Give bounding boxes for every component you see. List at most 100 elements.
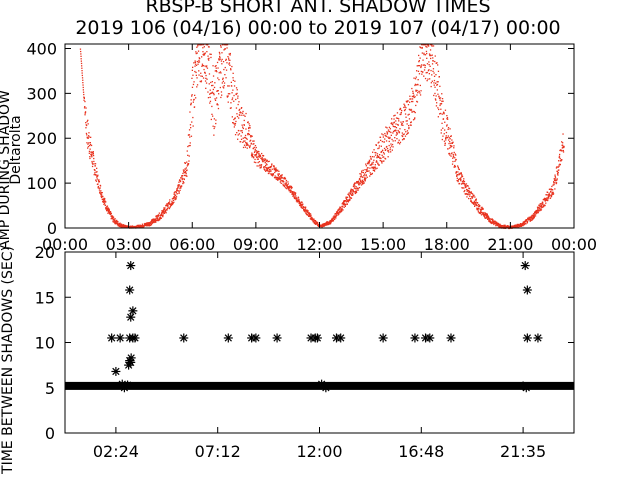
amplitude-point — [162, 213, 164, 215]
amplitude-point — [430, 54, 432, 57]
amplitude-point — [383, 160, 385, 162]
amplitude-point — [298, 200, 300, 203]
amplitude-point — [201, 56, 203, 58]
amplitude-point — [194, 63, 197, 65]
amplitude-point — [350, 190, 352, 193]
amplitude-point — [539, 207, 541, 209]
amplitude-point — [234, 134, 237, 136]
amplitude-point — [379, 154, 381, 156]
amplitude-point — [428, 53, 431, 55]
amplitude-point — [436, 83, 439, 86]
amplitude-point — [87, 123, 89, 125]
amplitude-point — [253, 140, 255, 142]
amplitude-point — [479, 205, 481, 207]
amplitude-point — [116, 220, 118, 222]
amplitude-point — [268, 160, 270, 162]
amplitude-point — [365, 174, 367, 176]
amplitude-point — [381, 140, 383, 143]
amplitude-point — [209, 100, 212, 102]
amplitude-point — [245, 142, 247, 144]
amplitude-point — [343, 206, 345, 208]
amplitude-point — [107, 210, 110, 213]
amplitude-point — [90, 136, 92, 138]
amplitude-point — [248, 133, 251, 136]
amplitude-point — [410, 124, 412, 126]
amplitude-point — [237, 95, 239, 97]
amplitude-point — [533, 216, 535, 218]
amplitude-point — [299, 202, 301, 204]
amplitude-point — [392, 130, 395, 133]
amplitude-point — [146, 223, 148, 226]
amplitude-point — [302, 206, 305, 208]
amplitude-point — [313, 219, 316, 222]
amplitude-point — [92, 152, 94, 154]
amplitude-point — [92, 151, 94, 153]
amplitude-point — [435, 95, 437, 97]
amplitude-point — [215, 119, 217, 121]
amplitude-point — [202, 47, 204, 49]
amplitude-point — [415, 89, 417, 91]
amplitude-point — [226, 62, 228, 64]
amplitude-point — [249, 146, 251, 149]
amplitude-point — [462, 187, 464, 189]
amplitude-point — [388, 130, 390, 133]
amplitude-point — [228, 85, 230, 87]
amplitude-point — [399, 113, 401, 116]
amplitude-point — [543, 205, 545, 208]
amplitude-point — [355, 188, 357, 190]
amplitude-point — [103, 203, 105, 205]
amplitude-point — [415, 76, 417, 78]
amplitude-point — [379, 136, 382, 138]
amplitude-point — [449, 135, 452, 138]
amplitude-point — [441, 100, 443, 102]
amplitude-point — [437, 93, 439, 95]
amplitude-point — [359, 179, 361, 181]
amplitude-point — [255, 150, 257, 152]
amplitude-point — [521, 225, 523, 227]
amplitude-point — [511, 225, 513, 227]
amplitude-point — [466, 196, 468, 198]
amplitude-point — [378, 155, 380, 158]
amplitude-point — [203, 46, 205, 48]
amplitude-point — [237, 97, 239, 99]
interval-point — [378, 333, 388, 343]
amplitude-point — [241, 130, 243, 132]
amplitude-point — [423, 69, 426, 71]
amplitude-point — [338, 210, 341, 212]
amplitude-point — [88, 152, 90, 154]
amplitude-point — [214, 82, 216, 84]
amplitude-point — [269, 170, 271, 172]
amplitude-point — [440, 112, 442, 115]
amplitude-point — [93, 169, 96, 171]
amplitude-point — [138, 224, 140, 227]
amplitude-point — [388, 140, 390, 143]
amplitude-point — [99, 185, 102, 187]
amplitude-point — [162, 216, 164, 218]
amplitude-point — [271, 163, 273, 165]
amplitude-point — [316, 223, 318, 225]
amplitude-point — [549, 195, 551, 197]
amplitude-point — [86, 124, 88, 127]
amplitude-point — [261, 152, 263, 155]
amplitude-point — [204, 72, 206, 74]
amplitude-point — [201, 65, 203, 67]
amplitude-point — [269, 168, 271, 170]
x-tick-label: 09:00 — [233, 235, 279, 254]
amplitude-point — [186, 165, 188, 167]
amplitude-point — [100, 190, 102, 192]
amplitude-point — [345, 201, 347, 203]
amplitude-point — [397, 117, 399, 119]
amplitude-point — [89, 142, 91, 144]
amplitude-point — [395, 123, 397, 125]
amplitude-point — [462, 180, 465, 182]
amplitude-point — [273, 177, 276, 179]
amplitude-point — [366, 176, 368, 178]
amplitude-point — [400, 113, 402, 116]
amplitude-point — [546, 191, 549, 193]
amplitude-point — [335, 213, 337, 215]
amplitude-point — [429, 54, 431, 56]
amplitude-point — [83, 107, 86, 109]
amplitude-point — [551, 193, 553, 195]
x-tick-label: 12:00 — [296, 235, 342, 254]
amplitude-point — [84, 100, 86, 103]
